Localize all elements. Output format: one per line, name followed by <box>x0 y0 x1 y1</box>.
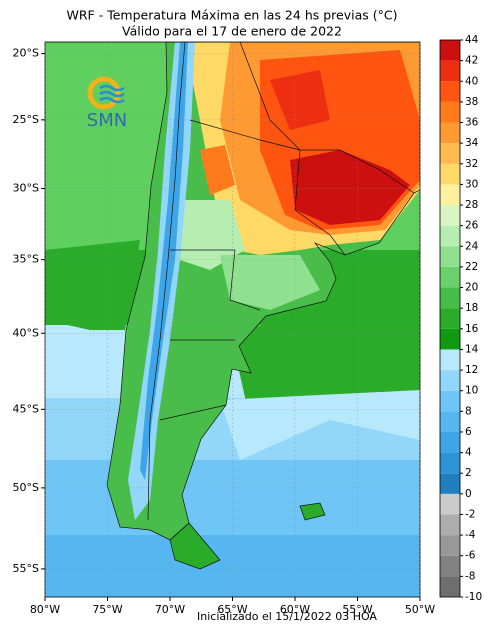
colorbar-label: 42 <box>465 55 478 67</box>
x-tick-label: 55°W <box>342 603 372 616</box>
x-tick-label: 50°W <box>405 603 435 616</box>
colorbar-swatch <box>440 328 460 350</box>
colorbar-label: 18 <box>465 302 478 314</box>
colorbar-label: 24 <box>465 240 479 252</box>
colorbar-label: -2 <box>465 508 475 520</box>
colorbar-swatch <box>440 555 460 577</box>
colorbar-swatch <box>440 431 460 453</box>
y-tick-label: 25°S <box>13 113 39 126</box>
colorbar-label: 22 <box>465 261 478 273</box>
colorbar-label: 40 <box>465 75 478 87</box>
colorbar-swatch <box>440 287 460 309</box>
colorbar-label: 30 <box>465 178 478 190</box>
colorbar-swatch <box>440 143 460 164</box>
colorbar-swatch <box>440 40 460 61</box>
logo-text: SMN <box>87 110 127 131</box>
colorbar-label: 8 <box>465 405 472 417</box>
colorbar-label: 28 <box>465 199 478 211</box>
colorbar-label: 10 <box>465 385 478 397</box>
colorbar-label: 2 <box>465 467 472 479</box>
colorbar-swatch <box>440 473 460 494</box>
colorbar-swatch <box>440 411 460 432</box>
title: WRF - Temperatura Máxima en las 24 hs pr… <box>67 8 398 23</box>
y-tick-label: 45°S <box>13 402 39 415</box>
colorbar-label: -8 <box>465 570 475 582</box>
y-tick-label: 50°S <box>13 481 39 494</box>
y-tick-label: 55°S <box>13 562 39 575</box>
colorbar-swatch <box>440 184 460 206</box>
colorbar-swatch <box>440 308 460 329</box>
colorbar-label: 12 <box>465 364 478 376</box>
colorbar-swatch <box>440 205 460 226</box>
colorbar-swatch <box>440 246 460 267</box>
colorbar-swatch <box>440 370 460 391</box>
y-tick-label: 20°S <box>13 47 39 60</box>
colorbar-label: 20 <box>465 282 478 294</box>
colorbar-label: 44 <box>465 34 479 46</box>
y-tick-label: 40°S <box>13 326 39 339</box>
colorbar-label: -10 <box>465 591 482 603</box>
colorbar-swatch <box>440 163 460 185</box>
colorbar-swatch <box>440 266 460 288</box>
colorbar-label: 16 <box>465 323 479 335</box>
colorbar-swatch <box>440 122 460 144</box>
colorbar-swatch <box>440 514 460 536</box>
y-tick-label: 35°S <box>13 253 39 266</box>
colorbar-label: 14 <box>465 343 479 355</box>
colorbar-frame <box>439 39 461 598</box>
y-tick-label: 30°S <box>13 182 39 195</box>
colorbar-swatch <box>440 349 460 371</box>
colorbar-swatch <box>440 390 460 412</box>
colorbar-swatch <box>440 81 460 102</box>
colorbar-label: -6 <box>465 550 476 562</box>
x-tick-label: 80°W <box>30 603 60 616</box>
colorbar-swatch <box>440 535 460 556</box>
colorbar-swatch <box>440 452 460 474</box>
colorbar-label: 0 <box>465 488 472 500</box>
colorbar-label: 6 <box>465 426 472 438</box>
colorbar-label: 32 <box>465 158 478 170</box>
x-tick-label: 65°W <box>217 603 247 616</box>
colorbar-label: 38 <box>465 96 478 108</box>
x-tick-label: 60°W <box>280 603 310 616</box>
colorbar-swatch <box>440 225 460 247</box>
colorbar-label: 4 <box>465 447 472 459</box>
colorbar-swatch <box>440 60 460 82</box>
colorbar-label: 34 <box>465 137 479 149</box>
colorbar-label: 26 <box>465 220 479 232</box>
subtitle: Válido para el 17 de enero de 2022 <box>122 24 342 39</box>
logo <box>87 76 125 110</box>
x-tick-label: 70°W <box>155 603 185 616</box>
x-tick-label: 75°W <box>92 603 122 616</box>
colorbar-swatch <box>440 101 460 123</box>
colorbar-label: -4 <box>465 529 476 541</box>
colorbar-swatch <box>440 493 460 515</box>
colorbar-label: 36 <box>465 117 479 129</box>
footer: Inicializado el 15/1/2022 03 HOA <box>197 610 377 623</box>
colorbar-swatch <box>440 576 460 597</box>
